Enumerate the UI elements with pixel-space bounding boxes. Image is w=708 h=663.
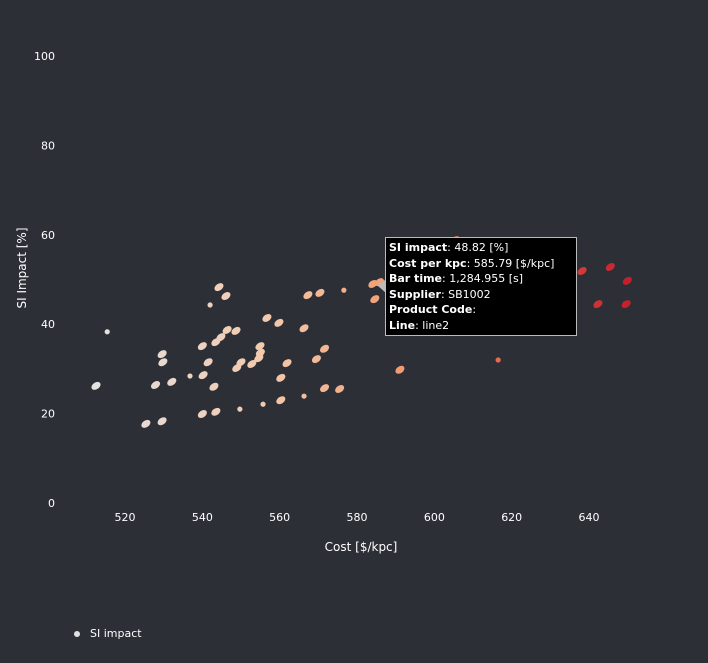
data-point[interactable] (259, 401, 266, 408)
tooltip-row: Bar time: 1,284.955 [s] (389, 272, 524, 285)
data-point[interactable] (208, 381, 220, 392)
y-tick-label: 40 (41, 318, 55, 331)
data-point[interactable] (369, 294, 381, 305)
data-point[interactable] (186, 372, 193, 379)
tooltip-arrow (378, 279, 386, 293)
data-point[interactable] (300, 393, 307, 400)
x-tick-label: 520 (115, 511, 136, 524)
data-point[interactable] (202, 357, 214, 368)
data-point[interactable] (210, 406, 222, 417)
data-point[interactable] (196, 408, 208, 419)
y-tick-label: 0 (48, 497, 55, 510)
data-point[interactable] (150, 379, 162, 390)
y-tick-label: 20 (41, 408, 55, 421)
data-point[interactable] (621, 275, 633, 286)
data-point[interactable] (156, 348, 168, 359)
data-point[interactable] (166, 376, 178, 387)
data-point[interactable] (261, 312, 273, 323)
x-axis-title: Cost [$/kpc] (325, 540, 398, 554)
data-point[interactable] (156, 416, 168, 427)
data-point[interactable] (302, 289, 314, 300)
data-point[interactable] (196, 340, 208, 351)
legend-label[interactable]: SI impact (90, 627, 142, 640)
data-point[interactable] (281, 357, 293, 368)
data-point[interactable] (275, 372, 287, 383)
data-points[interactable] (90, 235, 633, 430)
data-point[interactable] (221, 324, 233, 335)
data-point[interactable] (90, 380, 102, 391)
data-point[interactable] (206, 301, 213, 308)
data-point[interactable] (604, 261, 616, 272)
tooltip-value: 48.82 [%] (454, 241, 509, 254)
tooltip-value: 585.79 [$/kpc] (473, 256, 555, 270)
data-point[interactable] (620, 298, 632, 309)
tooltip-key: Cost per kpc (389, 256, 467, 270)
tooltip-row: Cost per kpc: 585.79 [$/kpc] (389, 256, 555, 270)
data-point[interactable] (157, 357, 169, 368)
data-point[interactable] (140, 418, 152, 429)
data-point[interactable] (104, 328, 111, 335)
data-point[interactable] (318, 343, 330, 354)
tooltip-row: Supplier: SB1002 (389, 287, 491, 301)
legend-marker-icon (74, 630, 80, 637)
data-point[interactable] (592, 298, 604, 309)
legend[interactable]: SI impact (74, 627, 142, 640)
tooltip-key: SI impact (389, 241, 448, 254)
data-point[interactable] (236, 406, 243, 413)
data-point[interactable] (314, 287, 326, 298)
data-point[interactable] (367, 278, 379, 289)
x-tick-label: 560 (269, 511, 290, 524)
x-tick-label: 600 (424, 511, 445, 524)
x-axis-ticks: 520 540 560 580 600 620 640 (115, 511, 600, 524)
tooltip-value: 1,284.955 [s] (449, 272, 524, 285)
data-point[interactable] (253, 353, 265, 364)
y-axis-ticks: 0 20 40 60 80 100 (34, 50, 55, 510)
y-axis-title: SI Impact [%] (15, 227, 29, 308)
x-tick-label: 620 (501, 511, 522, 524)
tooltip-value: SB1002 (448, 287, 491, 301)
data-point[interactable] (254, 340, 266, 351)
y-tick-label: 100 (34, 50, 55, 63)
data-point[interactable] (394, 364, 406, 375)
data-point[interactable] (275, 395, 287, 406)
data-point[interactable] (334, 383, 346, 394)
x-tick-label: 540 (192, 511, 213, 524)
data-point[interactable] (273, 317, 285, 328)
data-point[interactable] (215, 332, 227, 343)
tooltip-key: Product Code (389, 303, 473, 316)
data-point[interactable] (197, 370, 209, 381)
data-point[interactable] (340, 287, 347, 294)
tooltip-key: Line (389, 318, 416, 332)
data-point[interactable] (230, 325, 242, 336)
tooltip-row: SI impact: 48.82 [%] (389, 241, 509, 254)
x-tick-label: 640 (579, 511, 600, 524)
tooltip-key: Supplier (389, 287, 441, 301)
data-point[interactable] (220, 290, 232, 301)
tooltip-row: Product Code: (389, 303, 477, 316)
x-tick-label: 580 (347, 511, 368, 524)
data-point[interactable] (213, 281, 225, 292)
data-point[interactable] (576, 265, 588, 276)
y-tick-label: 80 (41, 139, 55, 152)
hover-tooltip: SI impact: 48.82 [%] Cost per kpc: 585.79… (385, 237, 577, 336)
tooltip-key: Bar time (389, 272, 443, 285)
y-tick-label: 60 (41, 229, 55, 242)
tooltip-value: line2 (422, 318, 450, 332)
data-point[interactable] (246, 358, 258, 369)
tooltip-row: Line: line2 (389, 318, 450, 332)
data-point[interactable] (235, 357, 247, 368)
data-point[interactable] (298, 323, 310, 334)
data-point[interactable] (318, 382, 330, 393)
data-point[interactable] (310, 353, 322, 364)
data-point[interactable] (495, 356, 502, 363)
